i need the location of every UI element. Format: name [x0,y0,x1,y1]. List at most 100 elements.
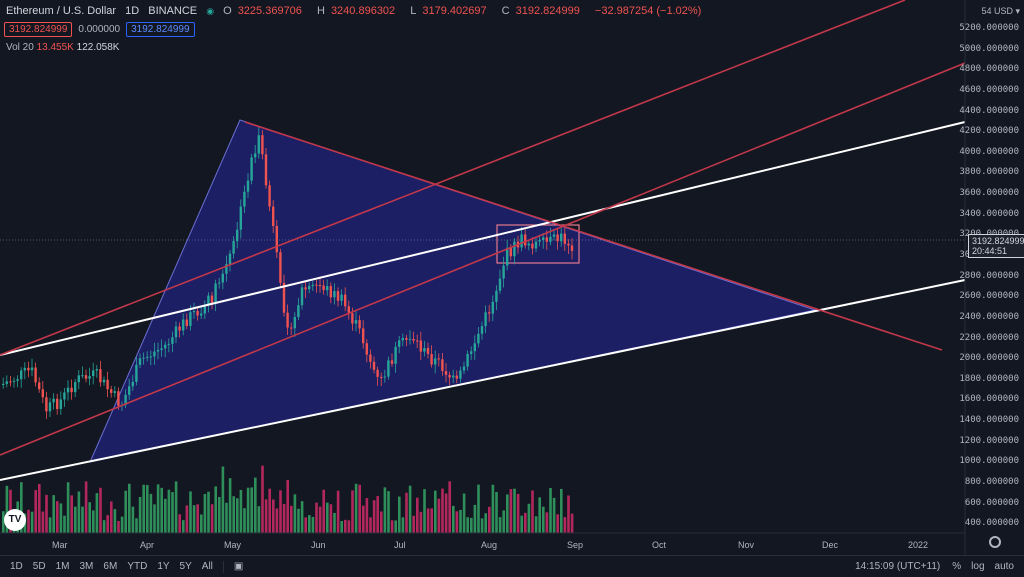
candle-body [470,351,473,354]
candle-body [531,243,534,249]
candle-body [45,397,48,412]
volume-bar [308,515,311,533]
candle-body [333,291,336,298]
trendline-red-descending[interactable] [244,121,943,351]
volume-bar [131,506,135,533]
symbol-title[interactable]: Ethereum / U.S. Dollar [6,5,117,17]
candle-body [480,326,484,334]
volume-bar [185,505,189,533]
candle-body [491,301,494,314]
candle-body [174,326,178,338]
trendline-white-upper[interactable] [0,121,966,356]
volume-bar [257,506,261,533]
range-3m-button[interactable]: 3M [79,561,94,572]
interval-label[interactable]: 1D [125,5,140,17]
volume-legend[interactable]: Vol 20 13.455K 122.058K [6,42,119,53]
range-all-button[interactable]: All [201,561,213,572]
low-value: 3179.402697 [422,5,487,17]
candle-body [502,265,505,279]
range-1y-button[interactable]: 1Y [157,561,170,572]
log-toggle[interactable]: log [971,561,985,572]
volume-bar [552,497,556,533]
volume-bar [470,517,473,533]
range-1m-button[interactable]: 1M [55,561,70,572]
candle-body [77,375,80,383]
volume-bar [171,492,174,533]
price-tick-label: 1600.000000 [959,394,1019,404]
volume-value: 13.455K [36,42,74,53]
clock-time[interactable]: 14:15:09 (UTC+11) [855,561,941,572]
symbol-header: Ethereum / U.S. Dollar 1D BINANCE ◉ O 322… [6,5,707,17]
volume-bar [336,490,340,533]
range-5y-button[interactable]: 5Y [179,561,192,572]
volume-bar [178,514,181,533]
candle-body [524,234,527,246]
countdown-value: 20:44:51 [972,246,1008,256]
buy-button[interactable]: 3192.824999 [126,22,195,37]
volume-bar [99,487,102,533]
candle-body [354,320,358,324]
trendline-red-upper[interactable] [0,0,906,356]
candle-body [52,398,55,403]
volume-bar [196,504,199,533]
calendar-icon[interactable]: ▣ [233,561,244,572]
candle-body [102,379,106,383]
currency-selector[interactable]: 54 USD ▾ [981,6,1020,17]
trendline-red-middle[interactable] [0,62,966,456]
open-label: O [223,5,232,17]
candle-body [135,364,138,382]
volume-bar [149,493,153,533]
volume-bar [250,487,253,533]
price-tick-label: 4600.000000 [959,85,1019,95]
volume-bar [441,488,444,533]
candle-body [178,326,181,331]
price-tick-label: 2800.000000 [959,271,1019,281]
volume-bar [383,487,387,533]
auto-toggle[interactable]: auto [994,561,1014,572]
candle-body [268,185,271,207]
candle-body [59,399,62,410]
volume-bar [106,515,109,533]
candle-body [416,340,419,342]
trendline-white-lower[interactable] [0,279,966,481]
candle-body [110,389,113,393]
volume-bar [426,508,430,533]
price-tick-label: 1800.000000 [959,374,1019,384]
candle-body [394,346,397,364]
percent-toggle[interactable]: % [952,561,962,572]
candle-body [171,337,174,344]
range-6m-button[interactable]: 6M [103,561,118,572]
volume-bar [66,482,70,533]
price-tick-label: 4800.000000 [959,64,1019,74]
sell-button[interactable]: 3192.824999 [4,22,73,37]
range-1d-button[interactable]: 1D [10,561,23,572]
volume-bar [135,518,138,533]
low-label: L [410,5,417,17]
volume-bar [459,509,462,533]
triangle-drawing[interactable] [89,119,817,463]
range-5d-button[interactable]: 5D [32,561,46,572]
volume-bar [128,483,131,533]
settings-icon[interactable] [989,536,1001,548]
volume-bar [88,502,91,533]
volume-bar [160,487,163,533]
time-tick-label: Dec [822,540,839,550]
candle-body [315,284,318,286]
range-ytd-button[interactable]: YTD [127,561,148,572]
change-value: −32.987254 (−1.02%) [594,5,702,17]
candle-body [448,374,451,378]
high-value: 3240.896302 [330,5,396,17]
candle-body [250,157,253,181]
volume-bar [495,491,498,533]
volume-bar [74,506,77,533]
volume-bar [358,484,361,533]
volume-label: Vol 20 [6,42,34,53]
candle-body [16,379,19,381]
candle-body [567,243,570,246]
candle-body [207,295,210,305]
volume-bars [2,465,574,533]
tradingview-logo[interactable]: TV [4,509,26,531]
candle-body [279,252,282,283]
candle-body [156,349,160,352]
